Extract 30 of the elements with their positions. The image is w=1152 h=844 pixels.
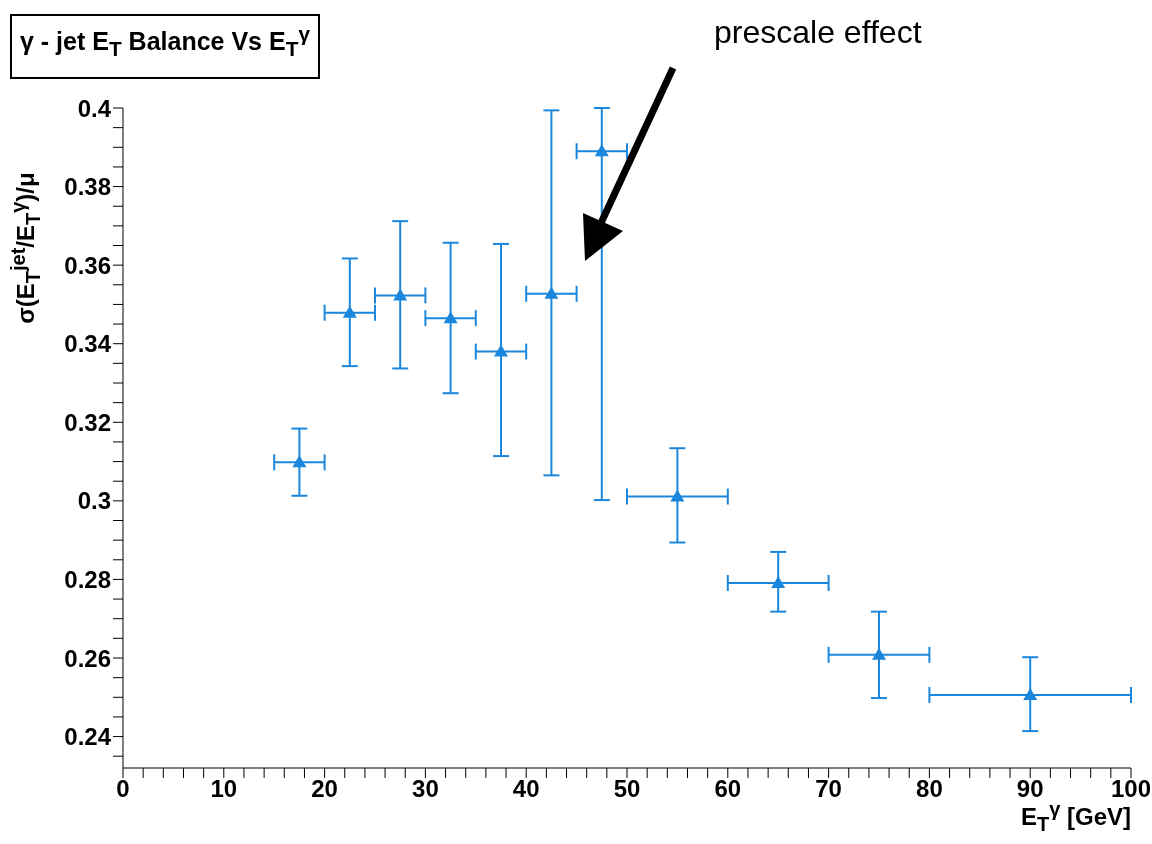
point <box>670 489 685 502</box>
x-tick-label: 50 <box>613 775 641 803</box>
x-tick-label: 60 <box>714 775 742 803</box>
x-tick-label: 40 <box>512 775 540 803</box>
y-tick-label: 0.4 <box>77 94 112 122</box>
x-tick-label: 80 <box>916 775 943 803</box>
x-tick-label: 0 <box>116 775 130 803</box>
y-tick-label: 0.3 <box>77 487 111 515</box>
y-tick-label: 0.34 <box>64 330 112 358</box>
y-tick-label: 0.26 <box>64 644 111 672</box>
x-tick-label: 30 <box>412 775 439 803</box>
x-tick-label: 10 <box>210 775 238 803</box>
point <box>544 286 559 299</box>
point <box>292 455 307 468</box>
y-tick-label: 0.32 <box>64 408 111 436</box>
x-tick-label: 70 <box>815 775 842 803</box>
point <box>872 647 886 660</box>
x-tick-label: 20 <box>311 775 338 803</box>
y-tick-label: 0.28 <box>64 565 111 593</box>
y-tick-label: 0.24 <box>64 723 112 751</box>
point <box>1023 687 1038 700</box>
y-tick-label: 0.36 <box>64 251 111 279</box>
point <box>393 288 408 301</box>
y-tick-label: 0.38 <box>64 173 111 201</box>
point <box>771 575 786 588</box>
point <box>494 344 508 357</box>
text: prescale effect <box>714 14 922 51</box>
point <box>443 311 458 324</box>
point <box>342 305 357 318</box>
point <box>594 144 609 157</box>
